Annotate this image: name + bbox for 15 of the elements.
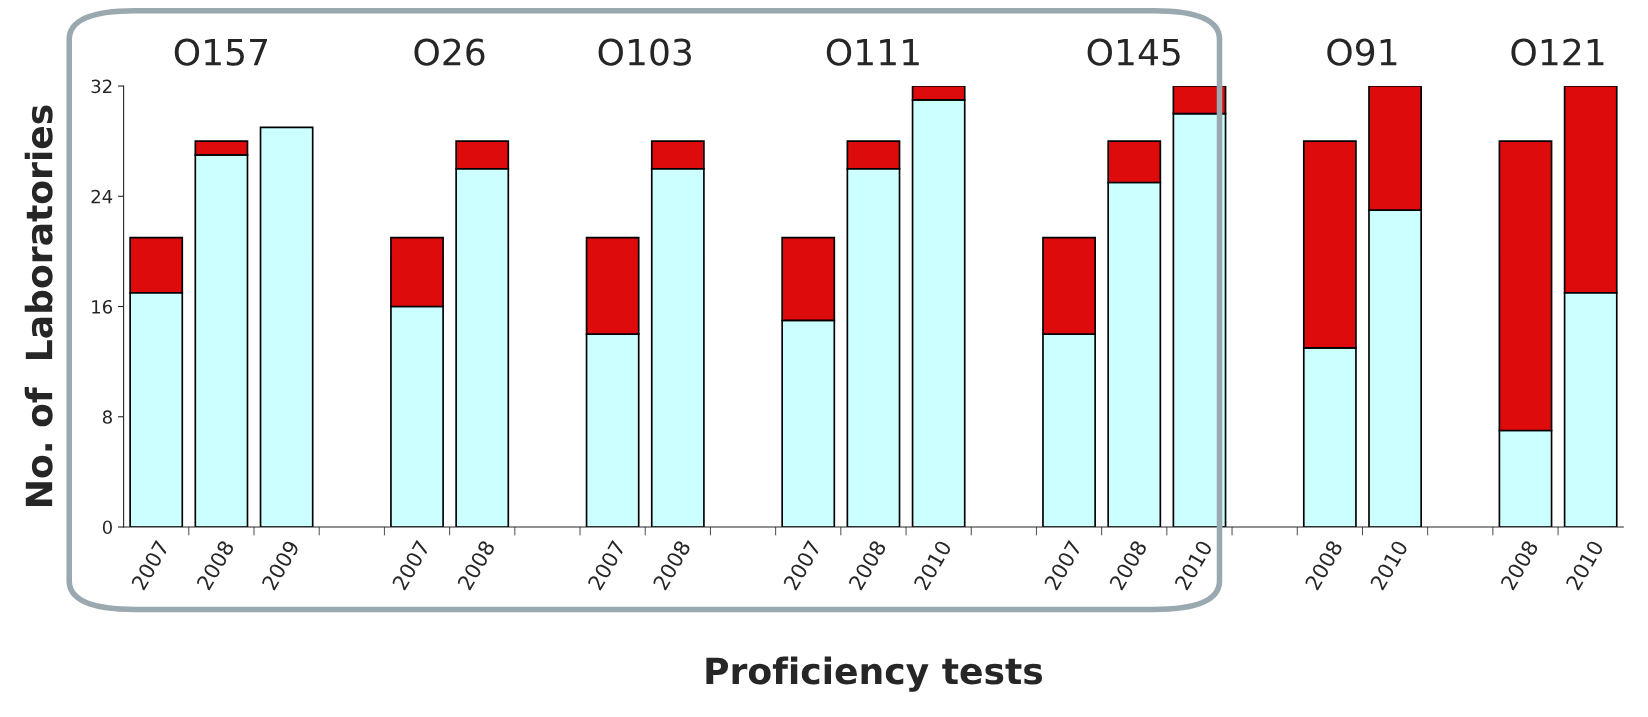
y-tick-label: 16	[92, 299, 113, 314]
text: O157	[174, 38, 267, 66]
text: O145	[1087, 38, 1180, 66]
text: O111	[826, 38, 919, 66]
y-tick-label: 8	[102, 410, 112, 424]
text: O91	[1327, 38, 1397, 66]
text: O26	[414, 38, 485, 66]
bar	[259, 126, 314, 527]
y-tick-label: 24	[91, 189, 113, 204]
y-tick-label: 32	[91, 79, 112, 94]
text: O103	[598, 38, 692, 66]
y-tick-label: 0	[102, 520, 112, 535]
text: O121	[1511, 38, 1604, 66]
x-axis-title: Proficiency tests	[706, 656, 1043, 692]
y-axis-title: No. of Laboratories	[24, 105, 53, 506]
